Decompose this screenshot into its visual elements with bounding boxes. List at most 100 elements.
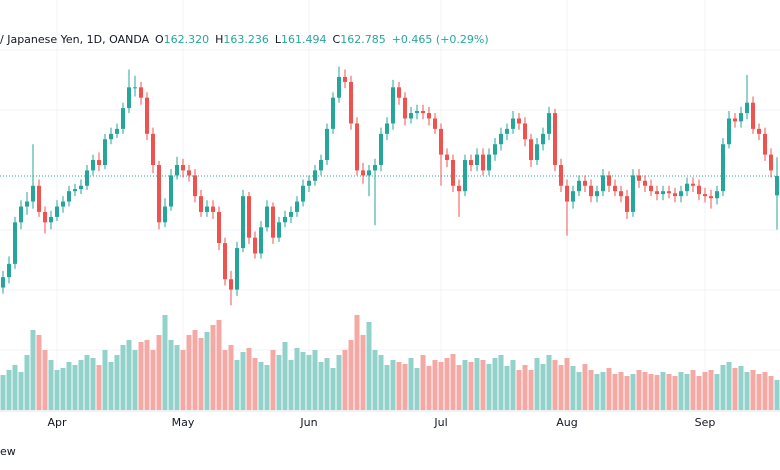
volume-bar [756,374,762,410]
candle-body [205,206,209,212]
volume-bar [318,362,324,410]
volume-bar [210,325,216,410]
candle-body [739,113,743,122]
candle-body [265,206,269,228]
candle-body [247,196,251,238]
volume-bar [240,352,246,410]
candle-body [229,279,233,290]
candle-body [691,183,695,186]
volume-bar [114,355,120,410]
volume-bar [462,360,468,410]
candle-body [655,191,659,195]
volume-bar [738,366,744,410]
ohlc-value: 163.236 [223,33,269,46]
candle-body [547,113,551,134]
volume-bar [768,376,774,410]
volume-bar [546,355,552,410]
candle-body [667,191,671,194]
volume-bar [708,370,714,410]
candle-body [559,165,563,186]
volume-bar [402,364,408,410]
volume-bar [156,335,162,410]
volume-bar [132,350,138,410]
candle-body [577,180,581,192]
volume-bar [606,368,612,410]
candle-body [403,97,407,119]
candle-body [13,222,17,264]
candle-body [529,139,533,161]
candle-body [679,191,683,197]
volume-bar [552,360,558,410]
volume-bar [138,342,144,410]
candle-body [619,191,623,197]
candle-body [73,189,77,192]
candle-body [361,170,365,176]
candle-body [541,133,545,145]
candle-body [97,160,101,165]
volume-bar [426,366,432,410]
volume-bar [78,360,84,410]
candle-body [763,133,767,155]
volume-bar [678,372,684,410]
volume-bar [660,372,666,410]
candle-body [745,102,749,114]
candle-body [409,113,413,119]
volume-bar [390,360,396,410]
volume-bar [84,355,90,410]
candle-body [61,201,65,207]
volume-bar [288,360,294,410]
candle-body [385,123,389,134]
candle-body [241,196,245,249]
candle-body [211,206,215,212]
candle-body [511,118,515,129]
volume-bar [66,362,72,410]
candle-body [601,175,605,192]
volume-bar [612,374,618,410]
candle-body [91,160,95,171]
volume-bar [702,372,708,410]
candle-body [397,87,401,98]
volume-bar [144,340,150,410]
volume-bar [96,365,102,410]
candle-body [331,97,335,129]
volume-bar [654,375,660,410]
volume-bar [180,350,186,410]
volume-bar [420,355,426,410]
volume-bar [642,372,648,410]
volume-bar [516,370,522,410]
volume-bar [396,362,402,410]
volume-bar [348,340,354,410]
candle-body [709,196,713,199]
volume-bar [732,368,738,410]
volume-bar [456,365,462,410]
candle-body [19,206,23,223]
volume-bar [432,360,438,410]
candle-body [625,196,629,212]
volume-bar [258,362,264,410]
candle-body [271,206,275,238]
candle-body [457,185,461,192]
candle-body [517,118,521,124]
ohlc-label: H [215,33,223,46]
volume-bar [720,365,726,410]
volume-bar [570,366,576,410]
candle-body [253,237,257,254]
footer-text: ew [0,445,16,458]
volume-bar [690,370,696,410]
candle-body [31,185,35,202]
candle-body [367,170,371,176]
volume-bar [162,315,168,410]
candle-body [565,185,569,202]
candle-body [727,118,731,145]
candle-body [757,128,761,134]
candle-body [37,185,41,212]
volume-bar [714,374,720,410]
volume-bar [54,370,60,410]
candle-body [721,144,725,192]
ohlc-value: 162.785 [340,33,386,46]
volume-bar [174,345,180,410]
volume-bar [294,348,300,410]
candle-body [175,165,179,176]
volume-bar [42,350,48,410]
